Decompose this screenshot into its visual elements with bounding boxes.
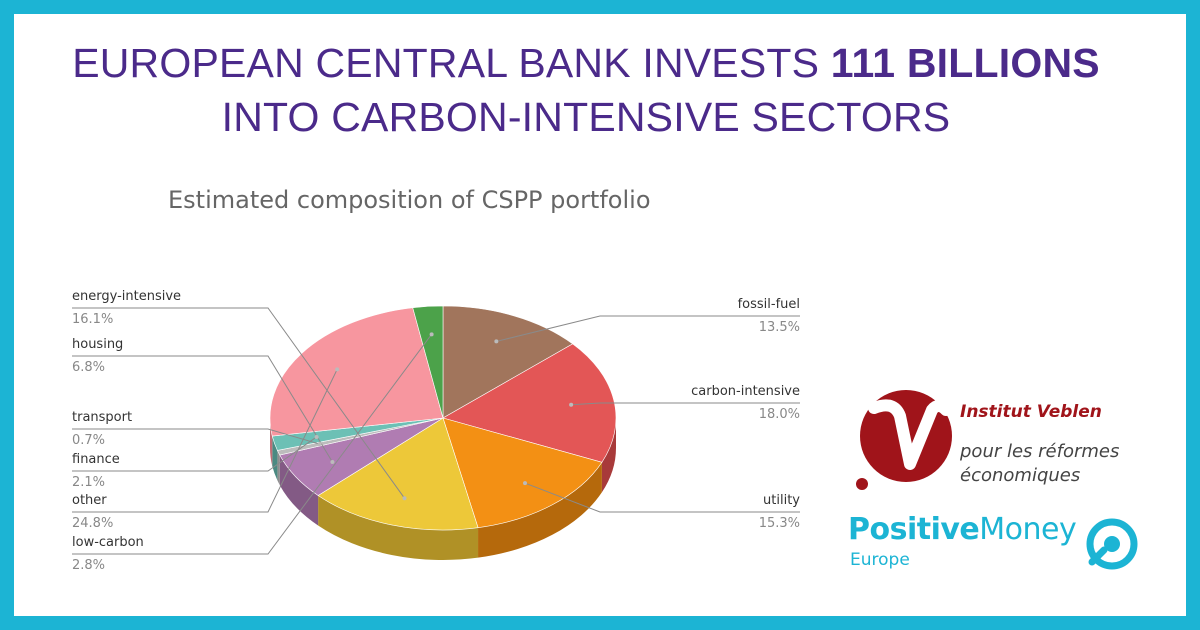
leader-dot-energy-intensive xyxy=(402,496,407,501)
leader-line-carbon-intensive xyxy=(571,402,800,406)
headline-line-2: INTO CARBON-INTENSIVE SECTORS xyxy=(221,94,951,140)
label-finance: finance xyxy=(72,452,120,467)
leader-dot-carbon-intensive xyxy=(569,402,574,407)
pie-slice-carbon-intensive xyxy=(442,343,617,463)
value-utility: 15.3% xyxy=(759,516,800,531)
label-fossil-fuel: fossil-fuel xyxy=(738,297,800,312)
leader-dot-housing xyxy=(330,459,335,464)
pm-positive: Positive xyxy=(848,512,980,547)
label-carbon-intensive: carbon-intensive xyxy=(691,384,800,399)
chart-title: Estimated composition of CSPP portfolio xyxy=(168,186,651,214)
leader-line-energy-intensive xyxy=(72,307,405,499)
value-carbon-intensive: 18.0% xyxy=(759,407,800,422)
headline-line-1: EUROPEAN CENTRAL BANK INVESTS 111 BILLIO… xyxy=(0,36,1172,90)
positive-money-icon xyxy=(1086,518,1138,570)
label-low-carbon: low-carbon xyxy=(72,535,144,550)
pie-side-walls xyxy=(270,418,616,561)
value-energy-intensive: 16.1% xyxy=(72,312,113,327)
leader-line-housing xyxy=(72,355,333,463)
leader-line-fossil-fuel xyxy=(496,315,800,342)
veblen-name: Institut Veblen xyxy=(960,402,1102,422)
headline: EUROPEAN CENTRAL BANK INVESTS 111 BILLIO… xyxy=(0,36,1172,144)
pie-labels: fossil-fuel 13.5% carbon-intensive 18.0% uti… xyxy=(72,289,800,573)
pie-side-energy-intensive xyxy=(318,495,479,561)
label-energy-intensive: energy-intensive xyxy=(72,289,181,304)
label-utility: utility xyxy=(763,493,800,508)
pm-money: Money xyxy=(979,512,1077,547)
pie-side-carbon-intensive xyxy=(601,418,616,493)
leader-dot-low-carbon xyxy=(429,332,434,337)
veblen-tagline-2: économiques xyxy=(960,465,1081,486)
pie-side-utility xyxy=(478,462,602,558)
label-transport: transport xyxy=(72,410,132,425)
value-housing: 6.8% xyxy=(72,360,105,375)
pie-side-finance xyxy=(272,436,278,481)
leader-line-finance xyxy=(72,436,317,472)
headline-bold-amount: 111 BILLIONS xyxy=(830,40,1100,86)
pie-slice-fossil-fuel xyxy=(442,305,574,419)
positive-money-wordmark: PositiveMoney xyxy=(848,512,1077,547)
pie-slice-energy-intensive xyxy=(317,417,479,531)
pie-slice-other xyxy=(269,307,444,437)
value-fossil-fuel: 13.5% xyxy=(759,320,800,335)
label-other: other xyxy=(72,493,107,508)
positive-money-europe: Europe xyxy=(850,550,910,570)
pie-slice-utility xyxy=(442,417,603,529)
label-housing: housing xyxy=(72,337,123,352)
leader-dot-transport xyxy=(317,442,322,447)
value-other: 24.8% xyxy=(72,516,113,531)
leader-dot-other xyxy=(335,367,340,372)
leader-dot-fossil-fuel xyxy=(494,339,499,344)
value-finance: 2.1% xyxy=(72,475,105,490)
card xyxy=(14,14,1186,616)
veblen-logo-icon xyxy=(856,390,952,490)
pie-top-faces xyxy=(269,305,617,531)
leader-dot-finance xyxy=(314,434,319,439)
pie-side-housing xyxy=(279,455,319,526)
leader-dot-utility xyxy=(523,481,528,486)
leader-line-other xyxy=(72,369,338,513)
pie-side-transport xyxy=(277,450,280,486)
headline-line-1-text: EUROPEAN CENTRAL BANK INVESTS xyxy=(72,40,831,86)
value-low-carbon: 2.8% xyxy=(72,558,105,573)
leader-line-transport xyxy=(72,428,320,445)
leader-line-low-carbon xyxy=(72,334,433,555)
value-transport: 0.7% xyxy=(72,433,105,448)
leader-line-utility xyxy=(524,482,800,513)
pie-slice-low-carbon xyxy=(412,305,444,419)
veblen-tagline-1: pour les réformes xyxy=(960,441,1120,462)
